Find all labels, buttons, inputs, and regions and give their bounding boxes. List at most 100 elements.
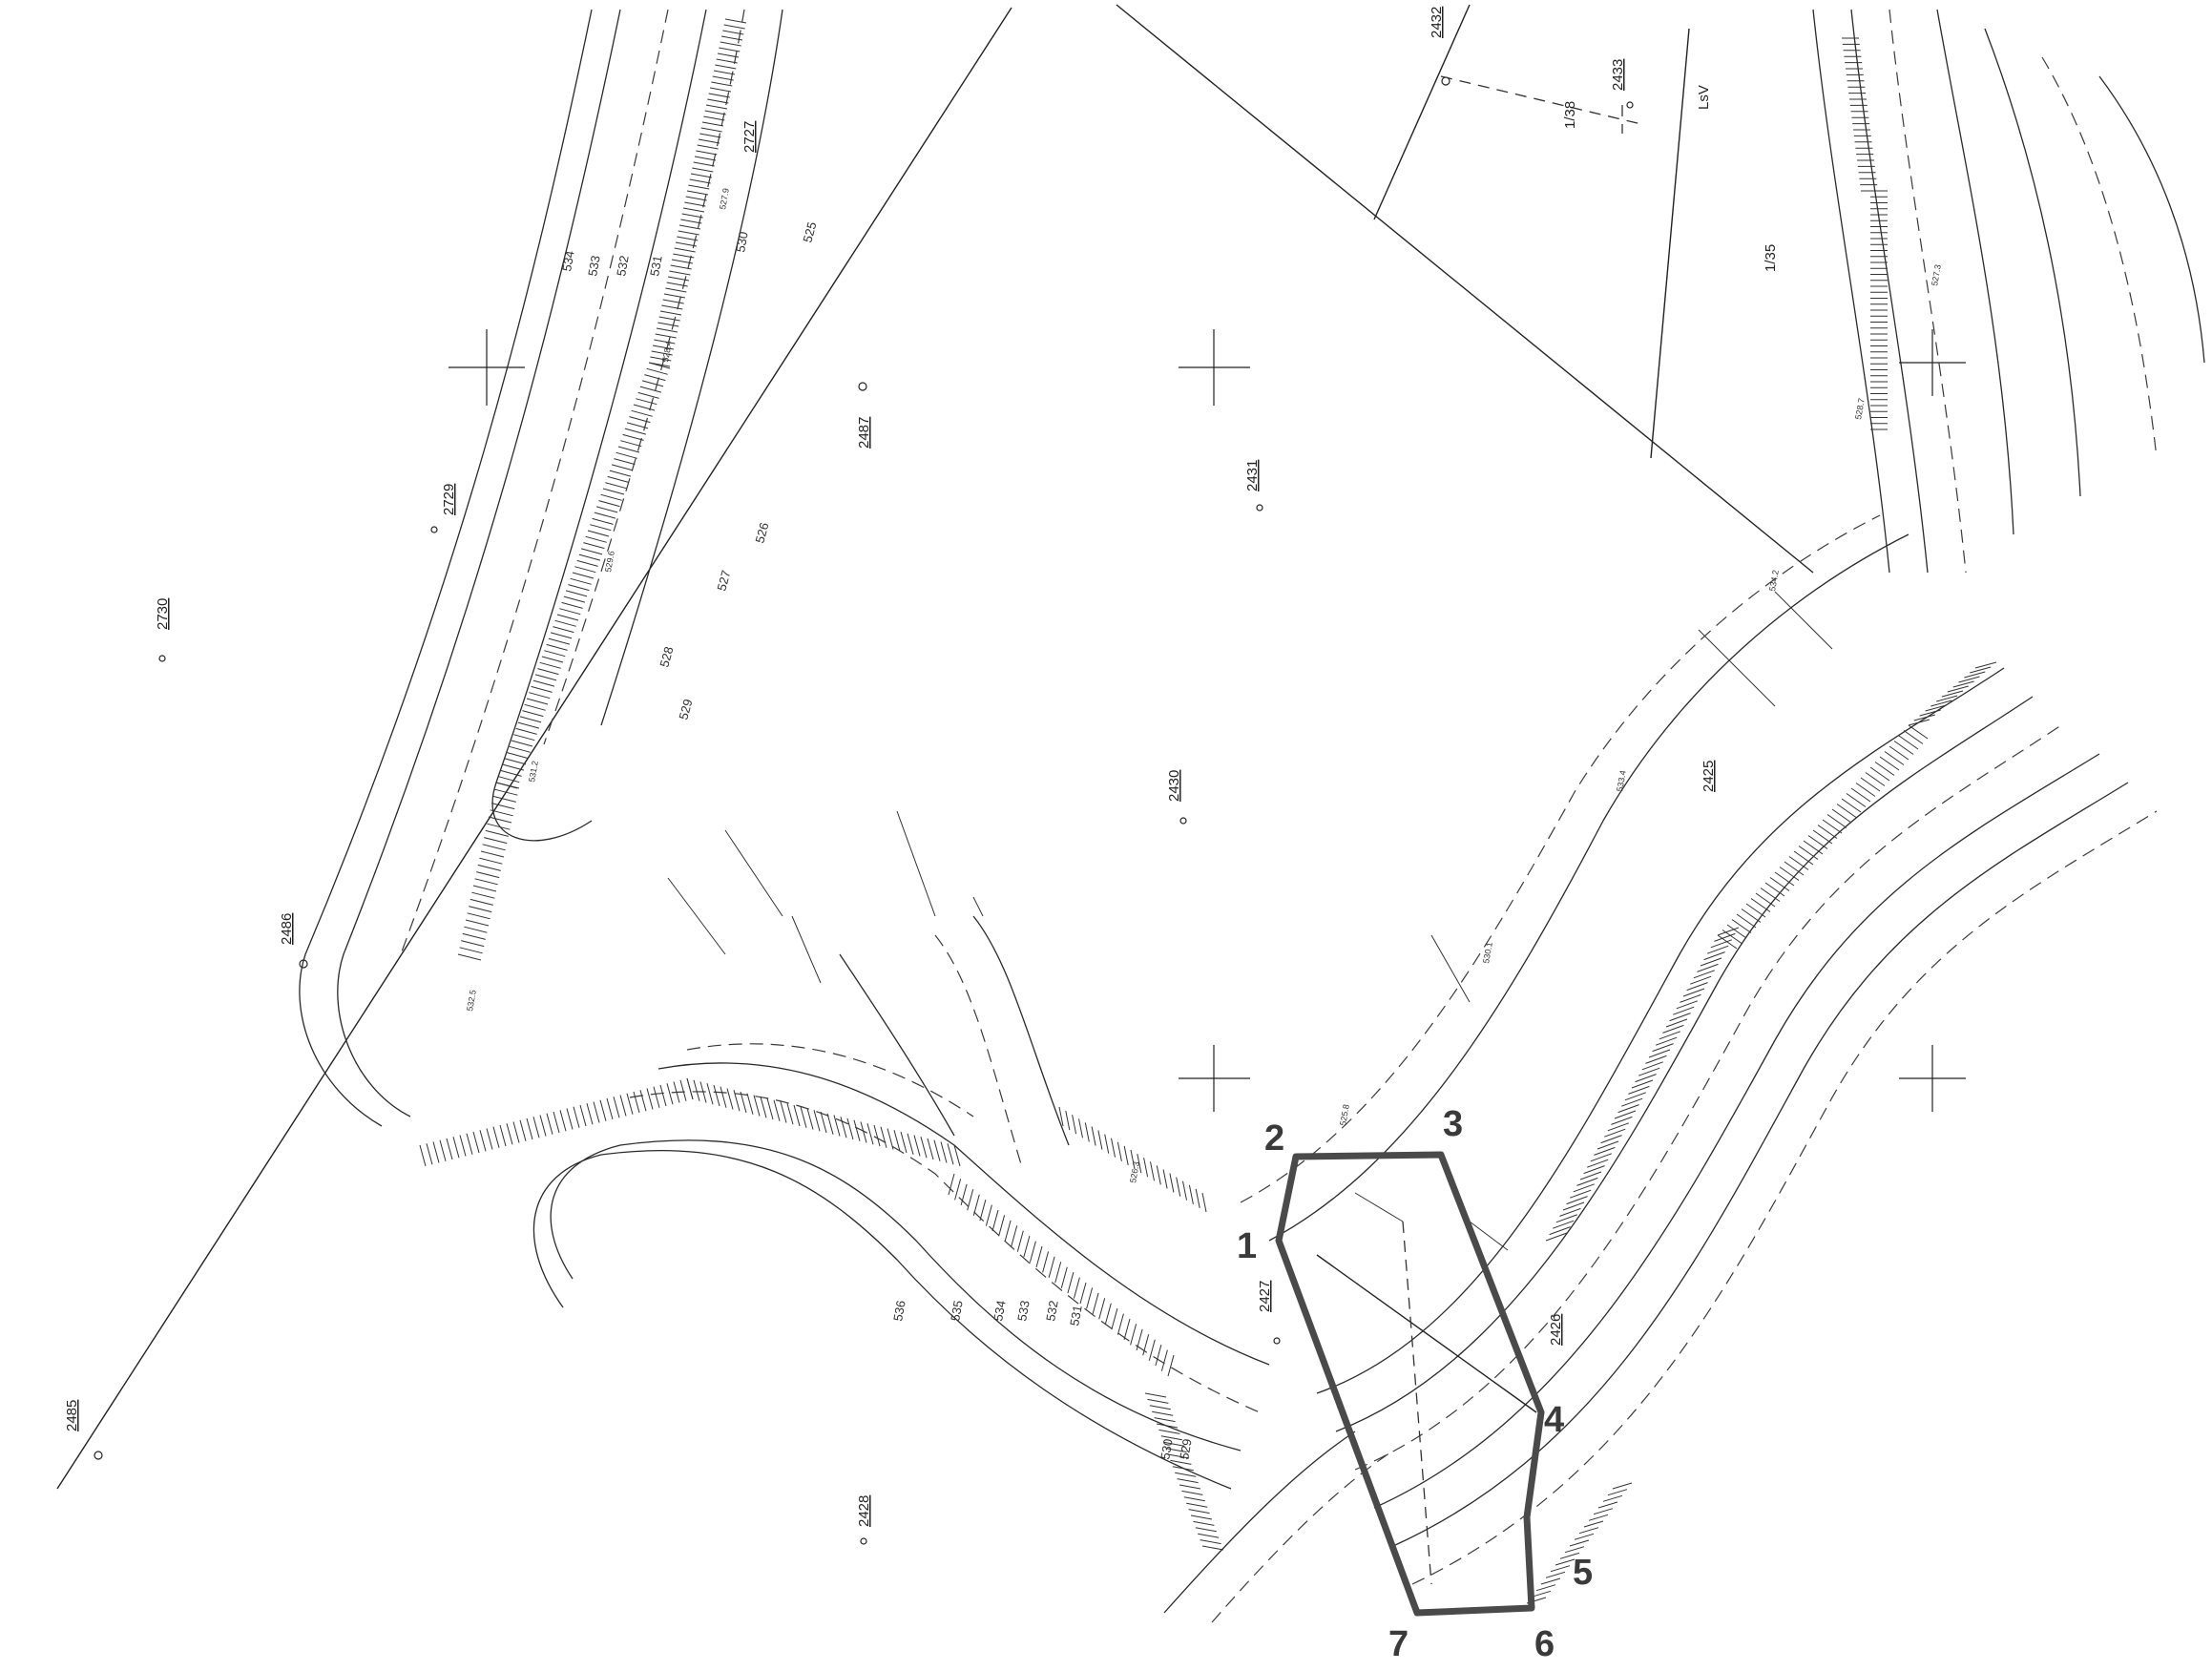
slope-hatch-mark — [553, 626, 574, 634]
slope-hatch-mark — [651, 350, 673, 356]
slope-hatch-mark — [1156, 1423, 1179, 1429]
slope-hatch-mark — [719, 47, 741, 52]
slope-hatch-mark — [670, 264, 692, 270]
slope-hatch-mark — [515, 727, 537, 735]
vertex-label: 5 — [1573, 1553, 1593, 1593]
slope-hatch-mark — [947, 1143, 954, 1165]
slope-hatch-mark — [1588, 1514, 1609, 1521]
contour-label: 528 — [657, 645, 676, 669]
parcel-label: 2430 — [1166, 770, 1182, 802]
parcel-label: 2431 — [1244, 460, 1261, 491]
slope-hatch-mark — [700, 127, 722, 133]
slope-hatch-mark — [509, 745, 531, 753]
slope-hatch-mark — [486, 1128, 493, 1150]
slope-hatch-mark — [659, 1084, 667, 1107]
slope-hatch-mark — [1130, 1149, 1136, 1170]
slope-hatch-mark — [539, 1115, 547, 1137]
slope-hatch-mark — [701, 121, 724, 127]
parcel-label: 2428 — [856, 1495, 872, 1527]
slope-hatch-mark — [1673, 1006, 1695, 1015]
slope-hatch-mark — [631, 409, 653, 417]
slope-hatch-mark — [653, 1086, 660, 1108]
slope-hatch-mark — [464, 926, 488, 933]
slope-hatch-mark — [1662, 1024, 1684, 1034]
slope-hatch-mark — [492, 1126, 500, 1148]
slope-hatch-mark — [1182, 1180, 1187, 1201]
slope-hatch-mark — [495, 782, 520, 789]
parcel-marker — [1256, 504, 1263, 512]
slope-hatch-mark — [502, 763, 525, 771]
slope-hatch-mark — [639, 1090, 647, 1112]
slope-hatch-mark — [667, 276, 690, 282]
slope-hatch-mark — [485, 829, 509, 837]
slope-hatch-mark — [553, 1111, 560, 1134]
slope-hatch-mark — [512, 1121, 520, 1143]
slope-hatch-mark — [580, 548, 603, 555]
slope-hatch-mark — [1116, 1313, 1124, 1335]
slope-hatch-mark — [513, 734, 535, 742]
slope-hatch-mark — [1086, 1287, 1094, 1309]
slope-hatch-mark — [1697, 963, 1719, 972]
slope-hatch-mark — [693, 161, 715, 167]
slope-hatch-mark — [1583, 1520, 1604, 1528]
slope-hatch-mark — [1919, 709, 1941, 717]
slope-hatch-mark — [846, 1117, 854, 1140]
slope-hatch-mark — [1686, 982, 1708, 992]
slope-hatch-mark — [1628, 1085, 1650, 1095]
slope-hatch-mark — [1745, 903, 1766, 918]
slope-hatch-mark — [1035, 1245, 1043, 1268]
slope-hatch-mark — [1874, 762, 1895, 776]
vertex-label: 2 — [1264, 1118, 1284, 1159]
grid-cross-3 — [1899, 329, 1966, 396]
radial-lines — [667, 591, 1833, 1251]
slope-hatch-mark — [953, 1144, 961, 1167]
boundary-line-north — [1116, 4, 1814, 574]
slope-hatch-mark — [579, 1104, 587, 1127]
contour-label: 526 — [752, 521, 771, 545]
slope-hatch-mark — [1941, 690, 1964, 698]
slope-hatch-mark — [662, 299, 684, 304]
slope-hatch-mark — [707, 98, 729, 104]
slope-hatch-mark — [1186, 1502, 1208, 1508]
slope-hatch-mark — [991, 1209, 999, 1232]
boundary-node — [1441, 76, 1450, 86]
slope-hatch-mark — [636, 398, 657, 406]
parcel-label: 2485 — [64, 1400, 80, 1431]
parcel-label: 2426 — [1548, 1314, 1564, 1346]
slope-hatch-mark — [602, 488, 625, 495]
slope-hatch-mark — [793, 1104, 801, 1127]
slope-hatch-mark — [1693, 970, 1715, 979]
slope-hatch-mark — [637, 391, 659, 399]
contour-label: 532 — [1043, 1300, 1061, 1323]
slope-hatch-mark — [826, 1113, 834, 1135]
slope-hatch-mark — [655, 333, 677, 339]
slope-hatch-mark — [709, 87, 732, 93]
slope-hatch-mark — [546, 643, 568, 651]
slope-hatch-mark — [661, 304, 683, 310]
slope-hatch-mark — [686, 1077, 694, 1100]
slope-hatch-mark — [1936, 695, 1958, 702]
slope-hatch-mark — [1879, 756, 1900, 771]
slope-hatch-mark — [499, 1124, 507, 1147]
slope-hatch-mark — [1162, 1169, 1168, 1189]
slope-hatch-mark — [1717, 927, 1740, 936]
polygon-inner-dash — [1402, 1221, 1432, 1585]
slope-hatch-mark — [626, 422, 649, 429]
slope-hatch-mark — [1798, 846, 1819, 860]
slope-hatch-mark — [717, 52, 740, 58]
slope-hatch-mark — [689, 178, 711, 184]
contour-label: 532 — [614, 255, 632, 278]
slope-hatch-mark — [711, 81, 733, 87]
slope-hatch-mark — [622, 433, 644, 441]
slope-hatch-mark — [1154, 1417, 1176, 1423]
slope-hatch-mark — [694, 156, 717, 161]
slope-hatch-mark — [1183, 1496, 1205, 1502]
slope-hatch-mark — [1545, 1232, 1568, 1242]
slope-hatch-mark — [519, 716, 542, 723]
slope-hatch-mark — [1188, 1184, 1194, 1204]
grid-cross-2 — [1179, 329, 1250, 406]
slope-hatch-mark — [459, 947, 483, 954]
slope-hatch-mark — [1952, 680, 1974, 688]
slope-hatch-mark — [979, 1199, 987, 1222]
slope-hatch-mark — [1004, 1220, 1012, 1243]
